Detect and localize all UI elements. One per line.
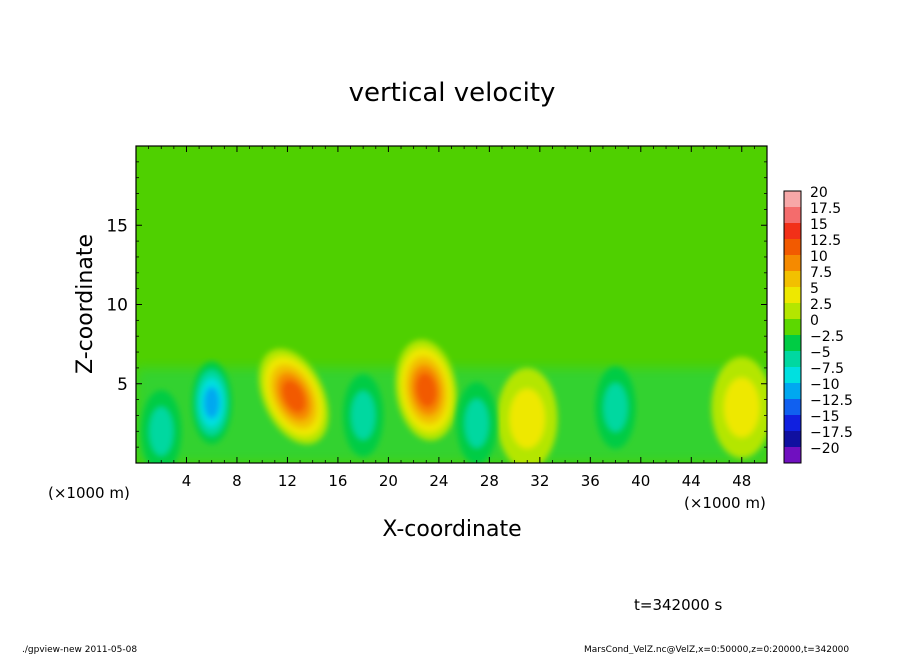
colorbar-swatch — [784, 431, 801, 448]
x-tick-label: 16 — [328, 472, 347, 490]
downdraft-contour — [603, 383, 628, 432]
colorbar-label: 17.5 — [810, 201, 841, 217]
colorbar-swatch — [784, 239, 801, 256]
downdraft-cell — [595, 366, 636, 449]
updraft-contour — [509, 388, 546, 449]
updraft-cell — [395, 339, 458, 441]
y-tick-label: 10 — [106, 296, 128, 316]
x-tick-label: 48 — [732, 472, 751, 490]
downdraft-contour — [351, 391, 376, 440]
colorbar-swatch — [784, 191, 801, 208]
colorbar-label: 2.5 — [810, 297, 832, 313]
updraft-contour — [723, 377, 760, 438]
colorbar-swatch — [784, 351, 801, 368]
x-tick-label: 20 — [379, 472, 398, 490]
x-tick-label: 12 — [278, 472, 297, 490]
colorbar-swatch — [784, 367, 801, 384]
y-axis-label: Z-coordinate — [73, 234, 98, 374]
colorbar-swatch — [784, 255, 801, 272]
colorbar-swatch — [784, 287, 801, 304]
colorbar-swatch — [784, 207, 801, 224]
x-axis-unit-right: (×1000 m) — [684, 494, 766, 512]
colorbar-swatch — [784, 335, 801, 352]
downdraft-cell — [191, 361, 232, 444]
colorbar-label: −5 — [810, 345, 831, 361]
x-tick-label: 32 — [530, 472, 549, 490]
x-axis-ticks: 4 8 12 16 20 24 28 32 36 40 44 48 — [148, 146, 755, 490]
colorbar-label: −15 — [810, 409, 840, 425]
field-blobs — [136, 339, 767, 463]
colorbar: 2017.51512.5107.552.50−2.5−5−7.5−10−12.5… — [783, 185, 853, 464]
colorbar-label: 12.5 — [810, 233, 841, 249]
colorbar-label: −10 — [810, 377, 840, 393]
colorbar-label: 20 — [810, 185, 828, 201]
updraft-contour — [281, 380, 306, 413]
x-tick-label: 28 — [480, 472, 499, 490]
updraft-contour — [415, 372, 437, 408]
x-tick-label: 4 — [182, 472, 192, 490]
x-tick-label: 24 — [429, 472, 448, 490]
time-annotation: t=342000 s — [634, 596, 722, 614]
updraft-cell — [496, 367, 558, 463]
y-tick-label: 5 — [117, 375, 128, 395]
heatmap-area — [136, 146, 767, 463]
colorbar-label: 0 — [810, 313, 819, 329]
colorbar-swatch — [784, 303, 801, 320]
colorbar-label: 10 — [810, 249, 828, 265]
x-tick-label: 36 — [581, 472, 600, 490]
colorbar-swatch — [784, 271, 801, 288]
chart-title: vertical velocity — [349, 78, 556, 108]
colorbar-swatch — [784, 319, 801, 336]
colorbar-swatch — [784, 383, 801, 400]
y-axis-ticks: 5 10 15 — [106, 161, 767, 448]
downdraft-contour — [203, 386, 220, 419]
colorbar-swatch — [784, 447, 801, 464]
colorbar-label: 7.5 — [810, 265, 832, 281]
x-tick-label: 44 — [682, 472, 701, 490]
colorbar-swatch — [784, 223, 801, 240]
colorbar-label: −2.5 — [810, 329, 844, 345]
x-axis-unit-left: (×1000 m) — [48, 484, 130, 502]
x-tick-label: 8 — [232, 472, 242, 490]
y-tick-label: 15 — [106, 216, 128, 236]
updraft-cell — [258, 348, 329, 445]
x-axis-label: X-coordinate — [382, 517, 521, 542]
x-tick-label: 40 — [631, 472, 650, 490]
downdraft-cell — [342, 374, 384, 457]
colorbar-swatch — [784, 415, 801, 432]
colorbar-label: 15 — [810, 217, 828, 233]
footer-left: ./gpview-new 2011-05-08 — [22, 645, 137, 654]
downdraft-contour — [464, 399, 489, 448]
colorbar-label: −12.5 — [810, 393, 853, 409]
footer-right: MarsCond_VelZ.nc@VelZ,x=0:50000,z=0:2000… — [584, 645, 849, 654]
colorbar-label: 5 — [810, 281, 819, 297]
colorbar-swatch — [784, 399, 801, 416]
downdraft-cell — [456, 382, 497, 463]
colorbar-label: −17.5 — [810, 425, 853, 441]
colorbar-label: −7.5 — [810, 361, 844, 377]
colorbar-frame — [783, 190, 802, 464]
downdraft-contour — [149, 406, 174, 456]
downdraft-cell — [141, 390, 182, 463]
updraft-cell — [711, 356, 767, 459]
colorbar-label: −20 — [810, 441, 840, 457]
